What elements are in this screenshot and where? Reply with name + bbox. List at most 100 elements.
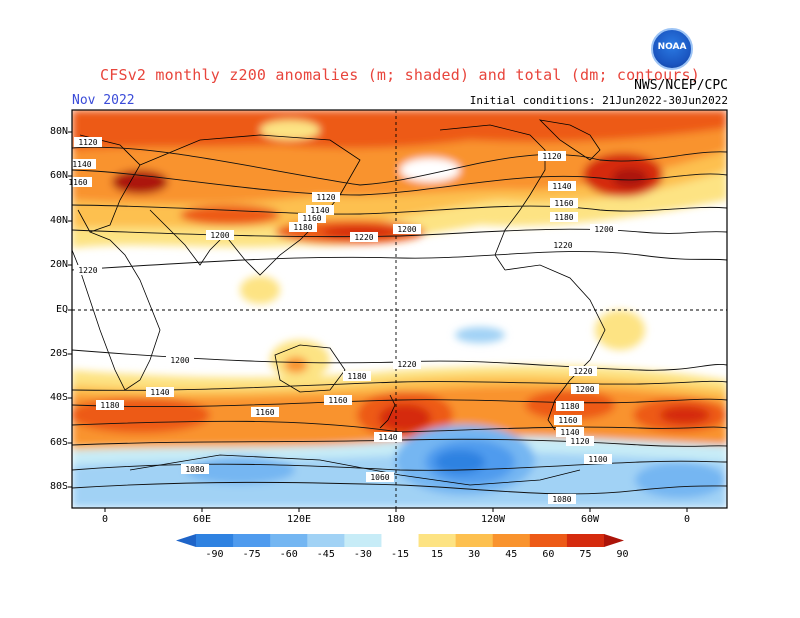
contour-label: 1160 bbox=[302, 214, 321, 223]
contour-label-bg bbox=[538, 151, 566, 161]
contour-label: 1160 bbox=[255, 408, 274, 417]
contour-label: 1180 bbox=[560, 402, 579, 411]
contour-label: 1120 bbox=[542, 152, 561, 161]
contour-label-bg bbox=[566, 436, 594, 446]
contour-label: 1200 bbox=[594, 225, 613, 234]
contour-label: 1140 bbox=[150, 388, 169, 397]
lat-label-20s: 20S bbox=[49, 348, 68, 359]
contour-label: 1220 bbox=[354, 233, 373, 242]
agency-label: NWS/NCEP/CPC bbox=[634, 78, 728, 93]
lat-label-40n: 40N bbox=[49, 215, 68, 226]
contour-label-bg bbox=[590, 224, 618, 234]
contour-label-bg bbox=[74, 265, 102, 275]
lat-label-eq: EQ bbox=[55, 304, 68, 315]
colorbar-tick-label: -75 bbox=[242, 549, 261, 560]
contour-label: 1180 bbox=[554, 213, 573, 222]
contour-label: 1140 bbox=[310, 206, 329, 215]
colorbar-tick-label: 15 bbox=[431, 549, 444, 560]
contour-label: 1180 bbox=[347, 372, 366, 381]
colorbar-segment bbox=[196, 534, 234, 547]
colorbar-segment bbox=[604, 534, 624, 547]
contour-label: 1180 bbox=[293, 223, 312, 232]
contour-label-bg bbox=[550, 212, 578, 222]
contour-label-bg bbox=[74, 137, 102, 147]
contour-label-bg bbox=[251, 407, 279, 417]
lat-label-20n: 20N bbox=[49, 259, 68, 270]
noaa-logo-icon: NOAA bbox=[651, 28, 693, 70]
contour-label: 1200 bbox=[210, 231, 229, 240]
contour-label: 1220 bbox=[397, 360, 416, 369]
contour-label-bg bbox=[366, 472, 394, 482]
colorbar-tick-label: 75 bbox=[579, 549, 592, 560]
contour-label-bg bbox=[556, 401, 584, 411]
lat-label-80s: 80S bbox=[49, 481, 68, 492]
chart-title: CFSv2 monthly z200 anomalies (m; shaded)… bbox=[100, 66, 700, 84]
contour-label: 1140 bbox=[552, 182, 571, 191]
contour-label-bg bbox=[571, 384, 599, 394]
colorbar-tick-label: -90 bbox=[205, 549, 224, 560]
contour-label: 1140 bbox=[72, 160, 91, 169]
contour-label: 1140 bbox=[560, 428, 579, 437]
lon-label-120e: 120E bbox=[286, 514, 312, 525]
contour-label-bg bbox=[350, 232, 378, 242]
colorbar-tick-label: 60 bbox=[542, 549, 555, 560]
contour-label-bg bbox=[312, 192, 340, 202]
contour-label: 1220 bbox=[553, 241, 572, 250]
colorbar-tick-label: 90 bbox=[616, 549, 629, 560]
colorbar-segment bbox=[381, 534, 420, 547]
contour-label-bg bbox=[68, 159, 96, 169]
lat-label-60n: 60N bbox=[49, 170, 68, 181]
contour-label: 1200 bbox=[170, 356, 189, 365]
contour-label-bg bbox=[146, 387, 174, 397]
colorbar-segment bbox=[176, 534, 196, 547]
contour-label: 1120 bbox=[316, 193, 335, 202]
contour-label-bg bbox=[206, 230, 234, 240]
colorbar-segment bbox=[455, 534, 494, 547]
axis-ticks bbox=[68, 131, 688, 512]
contour-label: 1220 bbox=[78, 266, 97, 275]
contour-label: 1160 bbox=[68, 178, 87, 187]
colorbar-segment bbox=[529, 534, 568, 547]
contour-label: 1200 bbox=[575, 385, 594, 394]
contour-label-bg bbox=[550, 198, 578, 208]
lon-label-180: 180 bbox=[386, 514, 406, 525]
contour-label: 1120 bbox=[78, 138, 97, 147]
contour-label: 1060 bbox=[370, 473, 389, 482]
colorbar-segment bbox=[418, 534, 457, 547]
initial-conditions: Initial conditions: 21Jun2022-30Jun2022 bbox=[469, 94, 728, 107]
contour-label-bg bbox=[96, 400, 124, 410]
colorbar-segment bbox=[307, 534, 345, 547]
contour-label: 1140 bbox=[378, 433, 397, 442]
contour-label: 1160 bbox=[554, 199, 573, 208]
contour-label: 1160 bbox=[558, 416, 577, 425]
contour-label: 1180 bbox=[100, 401, 119, 410]
contour-label-bg bbox=[306, 205, 334, 215]
lat-label-80n: 80N bbox=[49, 126, 68, 137]
contour-label: 1220 bbox=[573, 367, 592, 376]
contour-label: 1160 bbox=[328, 396, 347, 405]
contour-label: 1080 bbox=[185, 465, 204, 474]
lon-label-60w: 60W bbox=[580, 514, 600, 525]
contour-label-bg bbox=[374, 432, 402, 442]
contour-label-bg bbox=[569, 366, 597, 376]
forecast-month: Nov 2022 bbox=[72, 93, 135, 108]
coastlines bbox=[72, 119, 606, 486]
contour-label-bg bbox=[556, 427, 584, 437]
lon-label-0: 0 bbox=[101, 514, 109, 525]
contour-label-bg bbox=[584, 454, 612, 464]
colorbar-tick-label: -30 bbox=[353, 549, 372, 560]
height-contours bbox=[72, 146, 727, 495]
contour-label: 1120 bbox=[570, 437, 589, 446]
lon-label-60e: 60E bbox=[192, 514, 212, 525]
colorbar-segment bbox=[270, 534, 308, 547]
colorbar bbox=[176, 534, 624, 547]
colorbar-segment bbox=[344, 534, 382, 547]
logo-text: NOAA bbox=[657, 42, 687, 52]
colorbar-tick-label: 30 bbox=[468, 549, 481, 560]
colorbar-tick-label: -45 bbox=[316, 549, 335, 560]
anomaly-shading bbox=[72, 110, 727, 508]
contour-label-bg bbox=[64, 177, 92, 187]
colorbar-segment bbox=[233, 534, 271, 547]
